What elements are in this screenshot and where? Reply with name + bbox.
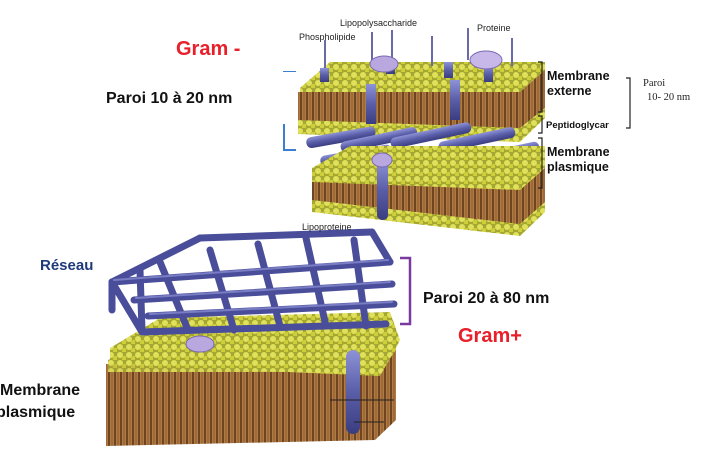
plasma-membrane-bracket xyxy=(538,137,543,189)
gram-pos-membrane-label-line1: Membrane xyxy=(0,382,81,399)
right-note-line1: Paroi xyxy=(643,78,666,89)
right-note-line2: 10- 20 nm xyxy=(647,92,691,103)
plasma-membrane-label-line1: Membrane xyxy=(547,145,610,159)
outer-membrane-label-line2: externe xyxy=(547,84,592,98)
gram-negative-model xyxy=(283,28,631,236)
lps-label: Lipopolysaccharide xyxy=(340,18,418,28)
outer-membrane-block xyxy=(298,28,545,142)
reseau-label: Réseau xyxy=(40,257,94,274)
gram-negative-title: Gram - xyxy=(176,38,241,60)
gram-positive-title: Gram+ xyxy=(458,325,522,347)
peptidoglycan-label: Peptidoglycar xyxy=(546,120,609,131)
peptidoglycan-lattice xyxy=(108,228,398,336)
peptido-bracket xyxy=(538,115,543,134)
gram-neg-plasma-membrane xyxy=(312,146,545,236)
gram-pos-membrane-label-line2: plasmique xyxy=(0,404,76,421)
right-note-bracket xyxy=(626,77,631,129)
phospholipide-label: Phospholipide xyxy=(299,32,356,42)
lipoproteine-label: Lipoproteine xyxy=(302,222,352,232)
gram-neg-wall-label: Paroi 10 à 20 nm xyxy=(106,90,233,107)
plasma-membrane-label-line2: plasmique xyxy=(547,160,609,174)
gram-pos-wall-bracket xyxy=(400,256,412,326)
proteine-label: Proteine xyxy=(477,23,511,33)
outer-membrane-label-line1: Membrane xyxy=(547,69,610,83)
gram-pos-wall-label: Paroi 20 à 80 nm xyxy=(423,290,550,307)
outer-membrane-bracket xyxy=(538,61,543,113)
gram-positive-model xyxy=(106,228,412,446)
